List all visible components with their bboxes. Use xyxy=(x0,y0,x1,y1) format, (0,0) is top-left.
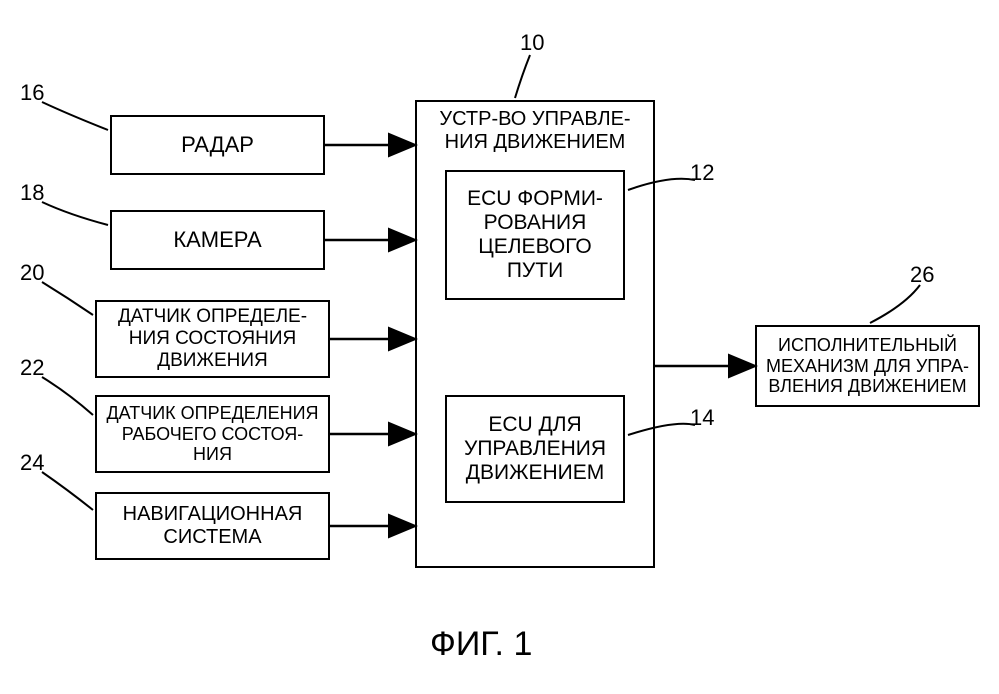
label-24: 24 xyxy=(20,450,44,476)
label-14: 14 xyxy=(690,405,714,431)
leader-10 xyxy=(515,55,530,98)
leader-16 xyxy=(42,102,108,130)
box-navigation-system: НАВИГАЦИОННАЯСИСТЕМА xyxy=(95,492,330,560)
box-radar-text: РАДАР xyxy=(181,132,254,157)
label-18-text: 18 xyxy=(20,180,44,205)
label-26-text: 26 xyxy=(910,262,934,287)
box-ecu-motion-text: ECU ДЛЯУПРАВЛЕНИЯДВИЖЕНИЕМ xyxy=(464,413,606,485)
label-16: 16 xyxy=(20,80,44,106)
label-14-text: 14 xyxy=(690,405,714,430)
leader-24 xyxy=(42,472,93,510)
leader-26 xyxy=(870,285,920,323)
figure-caption-text: ФИГ. 1 xyxy=(430,625,532,663)
box-camera: КАМЕРА xyxy=(110,210,325,270)
label-24-text: 24 xyxy=(20,450,44,475)
leader-22 xyxy=(42,377,93,415)
box-operating-state-sensor: ДАТЧИК ОПРЕДЕЛЕНИЯРАБОЧЕГО СОСТОЯ-НИЯ xyxy=(95,395,330,473)
box-ecu-motion: ECU ДЛЯУПРАВЛЕНИЯДВИЖЕНИЕМ xyxy=(445,395,625,503)
box-actuator: ИСПОЛНИТЕЛЬНЫЙМЕХАНИЗМ ДЛЯ УПРА-ВЛЕНИЯ Д… xyxy=(755,325,980,407)
box-motion-state-sensor: ДАТЧИК ОПРЕДЕЛЕ-НИЯ СОСТОЯНИЯДВИЖЕНИЯ xyxy=(95,300,330,378)
box-control-unit-title: УСТР-ВО УПРАВЛЕ-НИЯ ДВИЖЕНИЕМ xyxy=(439,108,630,154)
label-16-text: 16 xyxy=(20,80,44,105)
label-18: 18 xyxy=(20,180,44,206)
box-ecu-path: ECU ФОРМИ-РОВАНИЯЦЕЛЕВОГОПУТИ xyxy=(445,170,625,300)
label-12: 12 xyxy=(690,160,714,186)
label-10-text: 10 xyxy=(520,30,544,55)
label-22-text: 22 xyxy=(20,355,44,380)
box-motion-state-sensor-text: ДАТЧИК ОПРЕДЕЛЕ-НИЯ СОСТОЯНИЯДВИЖЕНИЯ xyxy=(118,306,307,372)
leader-20 xyxy=(42,282,93,315)
box-ecu-path-text: ECU ФОРМИ-РОВАНИЯЦЕЛЕВОГОПУТИ xyxy=(467,187,603,284)
label-10: 10 xyxy=(520,30,544,56)
label-12-text: 12 xyxy=(690,160,714,185)
box-camera-text: КАМЕРА xyxy=(173,227,261,252)
box-radar: РАДАР xyxy=(110,115,325,175)
box-navigation-system-text: НАВИГАЦИОННАЯСИСТЕМА xyxy=(123,503,303,549)
label-20: 20 xyxy=(20,260,44,286)
label-20-text: 20 xyxy=(20,260,44,285)
figure-caption: ФИГ. 1 xyxy=(430,625,532,664)
label-26: 26 xyxy=(910,262,934,288)
label-22: 22 xyxy=(20,355,44,381)
box-operating-state-sensor-text: ДАТЧИК ОПРЕДЕЛЕНИЯРАБОЧЕГО СОСТОЯ-НИЯ xyxy=(106,403,318,465)
box-actuator-text: ИСПОЛНИТЕЛЬНЫЙМЕХАНИЗМ ДЛЯ УПРА-ВЛЕНИЯ Д… xyxy=(766,335,969,397)
leader-18 xyxy=(42,202,108,225)
